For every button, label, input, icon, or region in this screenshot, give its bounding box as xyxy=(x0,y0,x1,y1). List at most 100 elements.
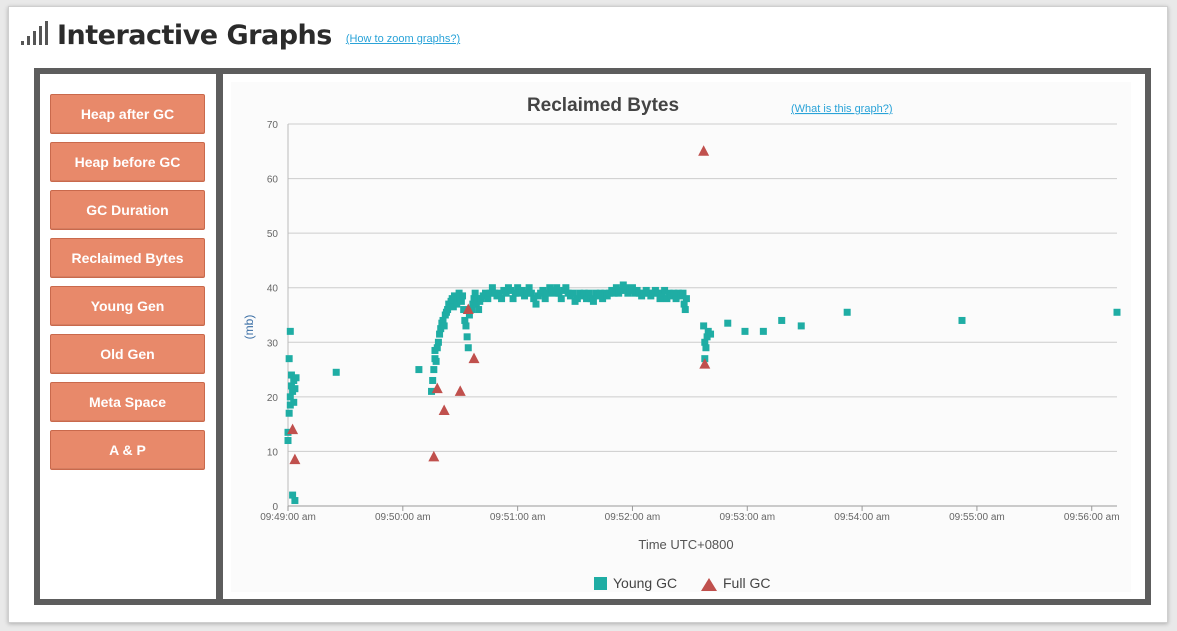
young-gc-point xyxy=(530,295,538,303)
young-gc-point xyxy=(681,306,689,314)
full-gc-point xyxy=(462,303,474,315)
full-gc-point xyxy=(431,382,443,394)
young-gc-point xyxy=(436,330,444,338)
full-gc-point xyxy=(287,423,299,435)
young-gc-point xyxy=(511,289,519,297)
young-gc-point xyxy=(702,344,710,352)
gc-duration-button[interactable]: GC Duration xyxy=(50,190,205,230)
young-gen-button[interactable]: Young Gen xyxy=(50,286,205,326)
y-tick-label: 40 xyxy=(267,284,279,295)
y-tick-label: 10 xyxy=(267,447,279,458)
heap-before-gc-button[interactable]: Heap before GC xyxy=(50,142,205,182)
young-gc-point xyxy=(495,289,503,297)
young-gc-point xyxy=(612,284,620,292)
legend-full-gc[interactable]: Full GC xyxy=(723,575,770,591)
young-gc-point xyxy=(290,398,298,406)
young-gc-point xyxy=(679,289,687,297)
young-gc-point xyxy=(484,295,492,303)
x-tick-label: 09:56:00 am xyxy=(1064,512,1120,523)
young-gc-point xyxy=(475,306,483,314)
young-gc-point xyxy=(543,289,551,297)
meta-space-button[interactable]: Meta Space xyxy=(50,382,205,422)
reclaimed-bytes-button[interactable]: Reclaimed Bytes xyxy=(50,238,205,278)
young-gc-point xyxy=(583,295,591,303)
young-gc-point xyxy=(291,497,299,505)
young-gc-point xyxy=(580,289,588,297)
young-gc-point xyxy=(481,289,489,297)
x-tick-label: 09:52:00 am xyxy=(605,512,661,523)
graph-menu: Heap after GC Heap before GC GC Duration… xyxy=(40,74,216,599)
young-gc-point xyxy=(507,286,515,294)
young-gc-point xyxy=(498,295,506,303)
young-gc-point xyxy=(509,295,517,303)
young-gc-point xyxy=(457,297,465,305)
reclaimed-bytes-chart[interactable]: Reclaimed Bytes (What is this graph?) 0 1… xyxy=(231,82,1131,592)
young-gc-point xyxy=(701,338,709,346)
young-gc-point xyxy=(700,322,708,330)
graph-help-link[interactable]: (What is this graph?) xyxy=(791,103,892,115)
young-gc-point xyxy=(291,385,299,393)
young-gc-point xyxy=(596,289,604,297)
chart-panel: Reclaimed Bytes (What is this graph?) 0 1… xyxy=(223,74,1145,599)
chart-title: Reclaimed Bytes xyxy=(527,95,679,116)
young-gc-point xyxy=(286,393,294,401)
young-gc-point xyxy=(463,333,471,341)
legend-young-gc-marker xyxy=(594,577,607,590)
young-gc-point xyxy=(488,284,496,292)
young-gc-point xyxy=(523,289,531,297)
legend-young-gc[interactable]: Young GC xyxy=(613,575,677,591)
full-gc-point xyxy=(428,450,440,462)
young-gc-point xyxy=(502,289,510,297)
young-gc-point xyxy=(432,357,440,365)
young-gc-point xyxy=(415,366,423,374)
y-axis-ticks: 0 10 20 30 40 50 60 70 xyxy=(267,120,279,513)
young-gc-point xyxy=(332,368,340,376)
x-axis-label: Time UTC+0800 xyxy=(638,537,733,552)
heap-after-gc-button[interactable]: Heap after GC xyxy=(50,94,205,134)
young-gc-point xyxy=(622,284,630,292)
full-gc-point xyxy=(468,352,480,364)
young-gc-point xyxy=(284,437,292,445)
young-gc-point xyxy=(707,330,715,338)
young-gc-point xyxy=(287,371,295,379)
young-gc-point xyxy=(589,297,597,305)
graphs-container: Heap after GC Heap before GC GC Duration… xyxy=(34,68,1151,605)
young-gc-point xyxy=(680,300,688,308)
young-gc-point xyxy=(430,366,438,374)
young-gc-point xyxy=(670,289,678,297)
young-gc-point xyxy=(285,409,293,417)
young-gc-point xyxy=(514,284,522,292)
young-gc-point xyxy=(654,289,662,297)
a-and-p-button[interactable]: A & P xyxy=(50,430,205,470)
zoom-help-link[interactable]: (How to zoom graphs?) xyxy=(345,33,461,45)
young-gc-point xyxy=(284,428,292,436)
young-gc-point xyxy=(610,289,618,297)
y-tick-label: 50 xyxy=(267,229,279,240)
young-gc-point xyxy=(428,387,436,395)
young-gc-point xyxy=(553,284,561,292)
young-gc-point xyxy=(628,284,636,292)
young-gc-point xyxy=(569,289,577,297)
young-gc-point xyxy=(459,292,467,300)
old-gen-button[interactable]: Old Gen xyxy=(50,334,205,374)
young-gc-point xyxy=(289,491,297,499)
full-gc-point xyxy=(289,453,301,465)
young-gc-point xyxy=(444,306,452,314)
signal-bars-icon xyxy=(21,21,51,48)
legend-full-gc-marker xyxy=(701,578,717,591)
legend: Young GC Full GC xyxy=(594,575,770,591)
full-gc-point xyxy=(438,404,450,415)
young-gc-point xyxy=(797,322,805,330)
young-gc-point xyxy=(429,376,437,384)
full-gc-point xyxy=(699,358,711,369)
young-gc-point xyxy=(573,295,581,303)
app-frame: Interactive Graphs (How to zoom graphs?)… xyxy=(8,6,1168,623)
young-gc-point xyxy=(599,295,607,303)
young-gc-point xyxy=(778,316,786,324)
page-header: Interactive Graphs (How to zoom graphs?) xyxy=(21,13,460,57)
y-axis-label: (mb) xyxy=(242,315,256,340)
young-gc-point xyxy=(471,289,479,297)
young-gc-point xyxy=(562,284,570,292)
young-gc-point xyxy=(843,308,851,316)
young-gc-point xyxy=(541,295,549,303)
